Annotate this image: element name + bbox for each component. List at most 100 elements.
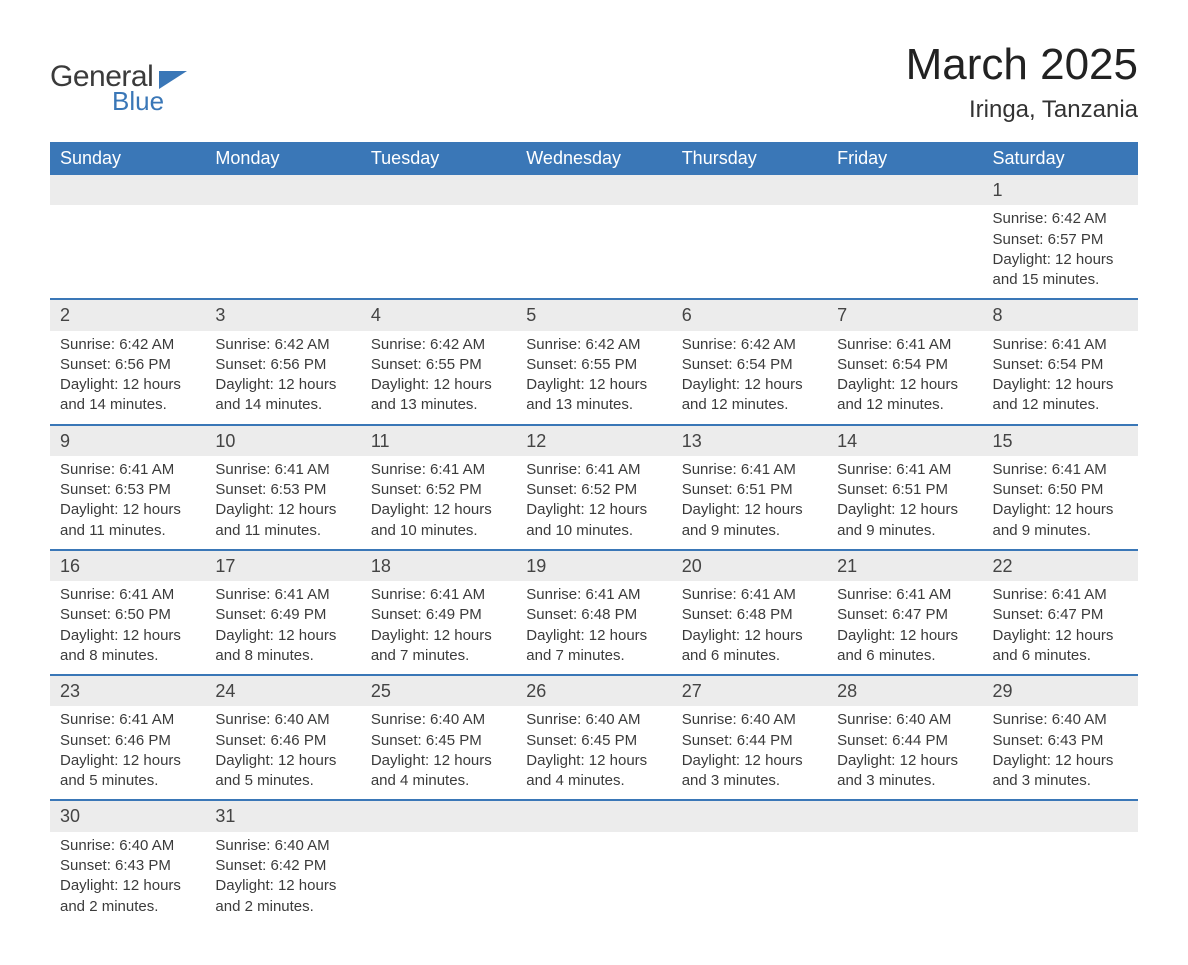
day-info-row: Sunrise: 6:42 AMSunset: 6:57 PMDaylight:… xyxy=(50,205,1138,299)
daylight-text: and 11 minutes. xyxy=(60,521,195,541)
sunrise-text: Sunrise: 6:42 AM xyxy=(60,335,195,355)
daylight-text: Daylight: 12 hours xyxy=(993,626,1128,646)
sunrise-text: Sunrise: 6:40 AM xyxy=(526,710,661,730)
sunrise-text: Sunrise: 6:41 AM xyxy=(371,460,506,480)
day-info-cell: Sunrise: 6:40 AMSunset: 6:43 PMDaylight:… xyxy=(983,706,1138,800)
daylight-text: Daylight: 12 hours xyxy=(371,375,506,395)
daylight-text: Daylight: 12 hours xyxy=(371,626,506,646)
sunrise-text: Sunrise: 6:41 AM xyxy=(993,460,1128,480)
sunrise-text: Sunrise: 6:41 AM xyxy=(526,585,661,605)
daylight-text: and 4 minutes. xyxy=(526,771,661,791)
day-info-cell: Sunrise: 6:41 AMSunset: 6:50 PMDaylight:… xyxy=(50,581,205,675)
day-number-cell: 9 xyxy=(50,425,205,456)
day-info-cell: Sunrise: 6:41 AMSunset: 6:46 PMDaylight:… xyxy=(50,706,205,800)
sunrise-text: Sunrise: 6:41 AM xyxy=(682,460,817,480)
sunset-text: Sunset: 6:48 PM xyxy=(682,605,817,625)
day-number-cell: 11 xyxy=(361,425,516,456)
sunset-text: Sunset: 6:52 PM xyxy=(526,480,661,500)
sunrise-text: Sunrise: 6:41 AM xyxy=(60,710,195,730)
daylight-text: and 8 minutes. xyxy=(60,646,195,666)
day-number-cell: 27 xyxy=(672,675,827,706)
day-number-cell xyxy=(983,800,1138,831)
daylight-text: and 11 minutes. xyxy=(215,521,350,541)
sunset-text: Sunset: 6:55 PM xyxy=(526,355,661,375)
daylight-text: Daylight: 12 hours xyxy=(837,626,972,646)
sunrise-text: Sunrise: 6:41 AM xyxy=(215,585,350,605)
day-info-cell: Sunrise: 6:40 AMSunset: 6:44 PMDaylight:… xyxy=(672,706,827,800)
daylight-text: and 9 minutes. xyxy=(682,521,817,541)
day-info-cell xyxy=(672,832,827,925)
sunset-text: Sunset: 6:44 PM xyxy=(837,731,972,751)
day-number-cell: 5 xyxy=(516,299,671,330)
day-number-cell xyxy=(205,175,360,205)
weekday-header: Sunday xyxy=(50,142,205,175)
title-block: March 2025 Iringa, Tanzania xyxy=(906,40,1138,124)
daylight-text: and 9 minutes. xyxy=(837,521,972,541)
sunrise-text: Sunrise: 6:42 AM xyxy=(526,335,661,355)
sunset-text: Sunset: 6:54 PM xyxy=(837,355,972,375)
sunset-text: Sunset: 6:54 PM xyxy=(993,355,1128,375)
sunrise-text: Sunrise: 6:41 AM xyxy=(371,585,506,605)
daylight-text: and 13 minutes. xyxy=(371,395,506,415)
daylight-text: and 12 minutes. xyxy=(837,395,972,415)
day-info-cell: Sunrise: 6:40 AMSunset: 6:46 PMDaylight:… xyxy=(205,706,360,800)
day-info-cell xyxy=(50,205,205,299)
daylight-text: and 5 minutes. xyxy=(60,771,195,791)
day-number-cell xyxy=(516,175,671,205)
sunset-text: Sunset: 6:55 PM xyxy=(371,355,506,375)
day-number-cell: 26 xyxy=(516,675,671,706)
day-info-cell: Sunrise: 6:40 AMSunset: 6:45 PMDaylight:… xyxy=(516,706,671,800)
sunrise-text: Sunrise: 6:41 AM xyxy=(993,585,1128,605)
daylight-text: Daylight: 12 hours xyxy=(993,751,1128,771)
calendar-header: Sunday Monday Tuesday Wednesday Thursday… xyxy=(50,142,1138,175)
daylight-text: Daylight: 12 hours xyxy=(526,375,661,395)
daylight-text: Daylight: 12 hours xyxy=(60,500,195,520)
sunrise-text: Sunrise: 6:41 AM xyxy=(837,460,972,480)
daylight-text: Daylight: 12 hours xyxy=(682,375,817,395)
sunrise-text: Sunrise: 6:40 AM xyxy=(215,836,350,856)
day-info-cell xyxy=(205,205,360,299)
daylight-text: and 6 minutes. xyxy=(837,646,972,666)
daylight-text: and 4 minutes. xyxy=(371,771,506,791)
sunset-text: Sunset: 6:47 PM xyxy=(993,605,1128,625)
day-number-row: 3031 xyxy=(50,800,1138,831)
sunset-text: Sunset: 6:51 PM xyxy=(837,480,972,500)
daylight-text: Daylight: 12 hours xyxy=(993,375,1128,395)
daylight-text: and 10 minutes. xyxy=(526,521,661,541)
day-info-cell: Sunrise: 6:41 AMSunset: 6:50 PMDaylight:… xyxy=(983,456,1138,550)
day-info-cell: Sunrise: 6:41 AMSunset: 6:54 PMDaylight:… xyxy=(983,331,1138,425)
sunrise-text: Sunrise: 6:42 AM xyxy=(993,209,1128,229)
header: General Blue March 2025 Iringa, Tanzania xyxy=(50,40,1138,124)
day-number-row: 2345678 xyxy=(50,299,1138,330)
day-number-cell: 2 xyxy=(50,299,205,330)
sunset-text: Sunset: 6:46 PM xyxy=(215,731,350,751)
day-info-cell: Sunrise: 6:42 AMSunset: 6:55 PMDaylight:… xyxy=(516,331,671,425)
sunset-text: Sunset: 6:44 PM xyxy=(682,731,817,751)
daylight-text: Daylight: 12 hours xyxy=(837,751,972,771)
day-info-cell: Sunrise: 6:41 AMSunset: 6:49 PMDaylight:… xyxy=(205,581,360,675)
daylight-text: Daylight: 12 hours xyxy=(371,500,506,520)
day-info-cell: Sunrise: 6:41 AMSunset: 6:47 PMDaylight:… xyxy=(827,581,982,675)
weekday-header: Saturday xyxy=(983,142,1138,175)
daylight-text: and 2 minutes. xyxy=(60,897,195,917)
daylight-text: and 12 minutes. xyxy=(993,395,1128,415)
day-info-cell xyxy=(361,205,516,299)
day-info-cell: Sunrise: 6:42 AMSunset: 6:56 PMDaylight:… xyxy=(205,331,360,425)
daylight-text: Daylight: 12 hours xyxy=(837,375,972,395)
sunrise-text: Sunrise: 6:40 AM xyxy=(60,836,195,856)
day-number-cell: 20 xyxy=(672,550,827,581)
day-number-cell: 10 xyxy=(205,425,360,456)
day-number-cell: 14 xyxy=(827,425,982,456)
day-info-cell: Sunrise: 6:41 AMSunset: 6:48 PMDaylight:… xyxy=(516,581,671,675)
day-info-cell: Sunrise: 6:41 AMSunset: 6:48 PMDaylight:… xyxy=(672,581,827,675)
daylight-text: Daylight: 12 hours xyxy=(60,375,195,395)
sunset-text: Sunset: 6:49 PM xyxy=(371,605,506,625)
daylight-text: Daylight: 12 hours xyxy=(215,375,350,395)
sunset-text: Sunset: 6:53 PM xyxy=(60,480,195,500)
daylight-text: and 9 minutes. xyxy=(993,521,1128,541)
day-number-cell xyxy=(672,800,827,831)
day-info-row: Sunrise: 6:41 AMSunset: 6:50 PMDaylight:… xyxy=(50,581,1138,675)
sunrise-text: Sunrise: 6:41 AM xyxy=(837,335,972,355)
sunset-text: Sunset: 6:43 PM xyxy=(60,856,195,876)
day-info-cell xyxy=(983,832,1138,925)
